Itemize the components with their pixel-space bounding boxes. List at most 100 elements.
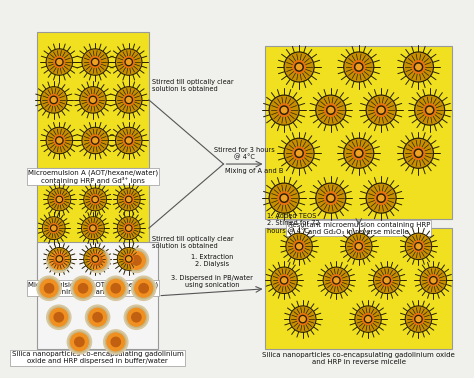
Circle shape [344,138,374,168]
Circle shape [270,96,298,124]
Circle shape [345,139,373,167]
Circle shape [135,279,153,297]
Circle shape [355,63,363,71]
Circle shape [367,96,395,124]
Circle shape [51,98,56,102]
Circle shape [413,241,424,252]
Circle shape [403,52,433,82]
Text: Silica nanoparticles co-encapsulating gadolinium
oxide and HRP dispersed in buff: Silica nanoparticles co-encapsulating ga… [12,351,183,364]
Circle shape [270,184,298,212]
Circle shape [50,96,57,104]
Circle shape [80,87,106,113]
Circle shape [405,139,432,167]
Circle shape [107,279,125,297]
Circle shape [93,60,98,64]
Circle shape [117,129,141,152]
Circle shape [427,107,432,113]
Circle shape [92,256,98,262]
Circle shape [126,196,132,203]
Circle shape [324,268,348,292]
Circle shape [421,268,446,292]
Circle shape [82,217,104,239]
Circle shape [375,104,387,116]
Circle shape [126,307,146,327]
Circle shape [286,233,312,259]
Circle shape [293,61,305,73]
Circle shape [297,244,301,249]
Circle shape [123,57,134,68]
Circle shape [85,305,109,329]
Circle shape [123,94,134,105]
Circle shape [93,257,97,261]
Circle shape [414,149,423,158]
Circle shape [118,218,139,239]
Circle shape [366,183,396,213]
Circle shape [406,234,430,258]
Circle shape [378,195,384,201]
Circle shape [353,147,365,160]
Circle shape [328,195,333,201]
Circle shape [111,337,120,347]
Circle shape [413,314,424,325]
Circle shape [124,305,148,329]
Circle shape [282,278,286,283]
Circle shape [127,257,131,261]
Circle shape [91,195,100,204]
Circle shape [91,98,95,102]
Circle shape [91,226,95,230]
Circle shape [106,332,126,352]
Circle shape [356,64,362,70]
Circle shape [83,50,107,74]
Circle shape [128,251,145,269]
Circle shape [50,251,68,269]
Circle shape [43,217,65,239]
Circle shape [91,254,100,263]
Circle shape [126,225,132,231]
Circle shape [347,234,371,258]
Circle shape [426,106,434,114]
Circle shape [139,284,148,293]
Circle shape [381,275,392,286]
Circle shape [118,217,140,239]
FancyBboxPatch shape [265,228,452,349]
Circle shape [282,195,287,201]
Circle shape [353,61,365,73]
Circle shape [428,275,439,286]
Circle shape [325,104,337,116]
Circle shape [295,243,303,250]
Circle shape [117,88,141,112]
Circle shape [355,243,363,250]
Circle shape [82,49,108,75]
Circle shape [272,268,296,292]
Circle shape [124,195,134,204]
Text: Microemulsion B (AOT/hexane/water)
containing HRP and liquor NH₄: Microemulsion B (AOT/hexane/water) conta… [28,281,158,295]
Circle shape [93,313,102,322]
Circle shape [415,316,422,323]
Circle shape [104,276,128,301]
Text: Stirred till optically clear
solution is obtained: Stirred till optically clear solution is… [152,79,233,93]
Circle shape [84,188,106,211]
Circle shape [295,149,303,158]
Circle shape [128,308,145,326]
Circle shape [90,57,100,68]
Circle shape [293,147,305,160]
Circle shape [57,60,62,64]
Circle shape [118,189,139,210]
Circle shape [316,183,346,213]
Circle shape [412,147,425,160]
Circle shape [405,306,431,332]
Circle shape [116,127,142,153]
Circle shape [377,106,385,114]
Text: 1. Extraction
2. Dialysis

3. Dispersed in PB/water
using sonication: 1. Extraction 2. Dialysis 3. Dispersed i… [171,254,253,288]
Circle shape [356,307,380,331]
Text: Stirred till optically clear
solution is obtained: Stirred till optically clear solution is… [152,235,233,249]
Circle shape [293,241,304,252]
Circle shape [116,49,142,75]
Circle shape [71,333,88,351]
Text: 1. Added TEOS
2. Stirred for 72
hours @ 4°C: 1. Added TEOS 2. Stirred for 72 hours @ … [267,213,320,234]
Circle shape [269,183,299,213]
Circle shape [317,184,345,212]
Circle shape [375,192,387,204]
Circle shape [271,267,297,293]
Circle shape [48,248,71,270]
